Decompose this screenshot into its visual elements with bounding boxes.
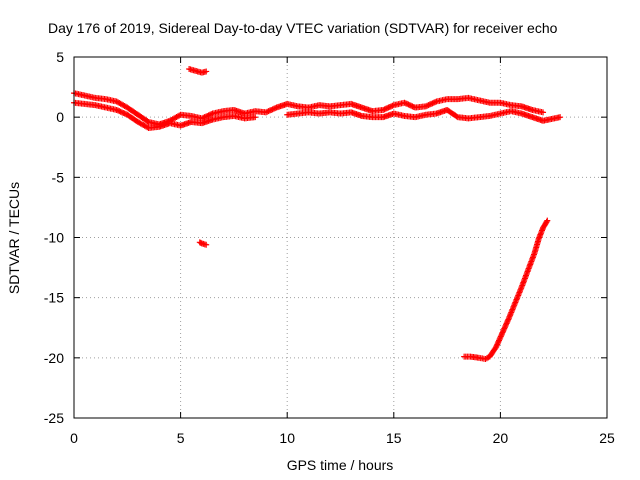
data-point [430,99,437,106]
series-upper-arc [186,66,210,76]
data-point [405,101,412,108]
data-point [118,109,125,116]
data-point [204,112,211,119]
data-point [270,105,277,112]
data-point [543,218,550,225]
data-point [432,99,439,106]
data-point [409,103,416,110]
data-point [117,108,124,115]
data-point [203,68,210,75]
data-point [385,104,392,111]
data-point [272,105,279,112]
y-tick-label: 0 [56,109,64,125]
data-point [203,241,210,248]
data-point [205,112,212,119]
data-point [425,102,432,109]
y-tick-label: 5 [56,49,64,65]
data-point [252,114,259,121]
y-tick-label: -10 [44,230,64,246]
data-point [389,102,396,109]
series-main-band-lower [71,99,564,131]
x-tick-label: 5 [177,430,185,446]
data-point [121,110,128,117]
series-descending-arc [461,217,551,363]
axis-ticks: 0 5 10 15 20 25 5 0 -5 -10 -15 -20 -25 [44,49,615,446]
x-tick-label: 0 [70,430,78,446]
data-point [402,100,409,107]
data-point [424,102,431,109]
data-point [404,100,411,107]
x-tick-label: 20 [493,430,509,446]
data-point [206,111,213,118]
data-point [202,113,209,120]
data-point [144,118,151,125]
data-point [428,100,435,107]
x-axis-label: GPS time / hours [287,457,394,473]
data-point [208,111,215,118]
data-point [120,109,127,116]
data-point [557,114,564,121]
data-point [540,109,547,116]
chart-title: Day 176 of 2019, Sidereal Day-to-day VTE… [48,20,558,36]
data-point [426,101,433,108]
data-point [116,108,123,115]
data-point [201,114,208,121]
series-isolated-segment [196,239,210,248]
data-point [422,103,429,110]
data-point [401,99,408,106]
data-point [388,103,395,110]
data-point [380,106,387,113]
data-point [264,108,271,115]
x-tick-label: 25 [599,430,615,446]
data-points [71,66,564,363]
data-point [429,100,436,107]
data-point [453,113,460,120]
y-axis-label: SDTVAR / TECUs [6,182,22,294]
data-point [265,108,272,115]
data-point [268,106,275,113]
data-point [382,105,389,112]
data-point [384,105,391,112]
data-point [406,102,413,109]
y-tick-label: -25 [44,410,64,426]
x-tick-label: 10 [279,430,295,446]
data-point [269,106,276,113]
data-point [262,109,269,116]
data-point [114,107,121,114]
x-tick-label: 15 [386,430,402,446]
data-point [266,107,273,114]
data-point [544,217,551,224]
data-point [386,103,393,110]
y-tick-label: -5 [52,169,65,185]
data-point [408,102,415,109]
data-point [381,106,388,113]
data-point [113,106,120,113]
y-tick-label: -20 [44,350,64,366]
y-tick-label: -15 [44,290,64,306]
